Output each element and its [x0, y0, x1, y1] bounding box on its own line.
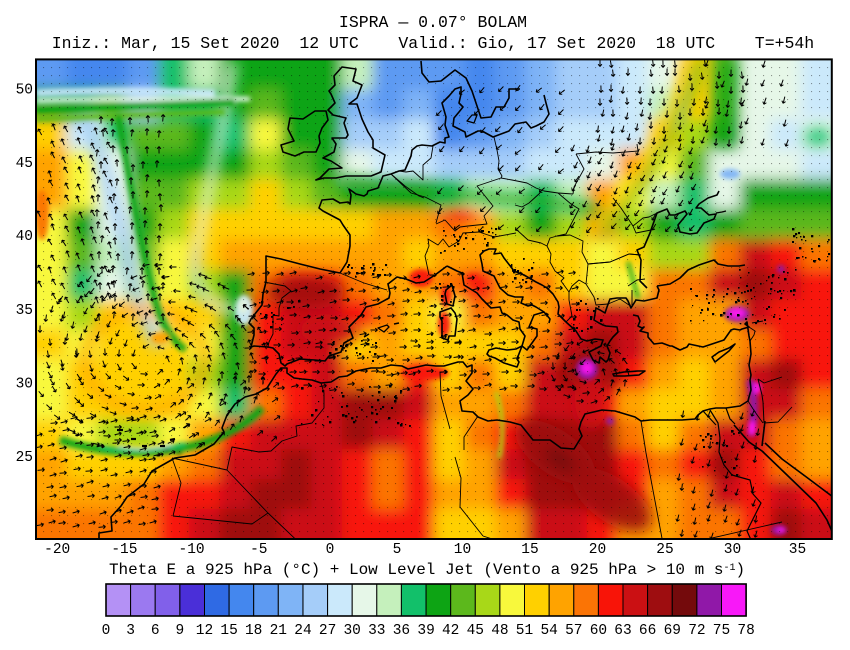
svg-text:15: 15 — [220, 623, 237, 639]
svg-text:30: 30 — [16, 377, 33, 393]
svg-text:6: 6 — [151, 623, 160, 639]
svg-text:48: 48 — [491, 623, 508, 639]
svg-text:54: 54 — [540, 623, 557, 639]
svg-text:42: 42 — [442, 623, 459, 639]
svg-text:36: 36 — [393, 623, 410, 639]
svg-text:-20: -20 — [44, 542, 70, 558]
svg-text:50: 50 — [16, 83, 33, 99]
svg-text:60: 60 — [590, 623, 607, 639]
svg-text:51: 51 — [516, 623, 533, 639]
svg-text:-15: -15 — [111, 542, 137, 558]
svg-text:45: 45 — [467, 623, 484, 639]
svg-text:35: 35 — [16, 303, 33, 319]
svg-text:63: 63 — [614, 623, 631, 639]
svg-text:33: 33 — [368, 623, 385, 639]
svg-text:72: 72 — [688, 623, 705, 639]
svg-text:0: 0 — [326, 542, 335, 558]
svg-text:-10: -10 — [179, 542, 205, 558]
svg-text:5: 5 — [393, 542, 402, 558]
svg-text:69: 69 — [664, 623, 681, 639]
svg-text:40: 40 — [16, 229, 33, 245]
svg-text:57: 57 — [565, 623, 582, 639]
svg-text:-5: -5 — [250, 542, 267, 558]
svg-text:20: 20 — [589, 542, 606, 558]
svg-text:18: 18 — [245, 623, 262, 639]
svg-text:75: 75 — [713, 623, 730, 639]
svg-text:27: 27 — [319, 623, 336, 639]
svg-text:30: 30 — [724, 542, 741, 558]
svg-text:24: 24 — [294, 623, 311, 639]
svg-text:39: 39 — [417, 623, 434, 639]
svg-text:21: 21 — [270, 623, 287, 639]
svg-text:78: 78 — [737, 623, 754, 639]
svg-text:15: 15 — [521, 542, 538, 558]
svg-text:45: 45 — [16, 156, 33, 172]
svg-text:35: 35 — [789, 542, 806, 558]
svg-text:9: 9 — [176, 623, 185, 639]
svg-text:25: 25 — [16, 450, 33, 466]
svg-text:10: 10 — [454, 542, 471, 558]
svg-text:30: 30 — [343, 623, 360, 639]
svg-text:3: 3 — [126, 623, 135, 639]
svg-text:12: 12 — [196, 623, 213, 639]
svg-text:0: 0 — [102, 623, 111, 639]
svg-text:25: 25 — [656, 542, 673, 558]
svg-text:66: 66 — [639, 623, 656, 639]
